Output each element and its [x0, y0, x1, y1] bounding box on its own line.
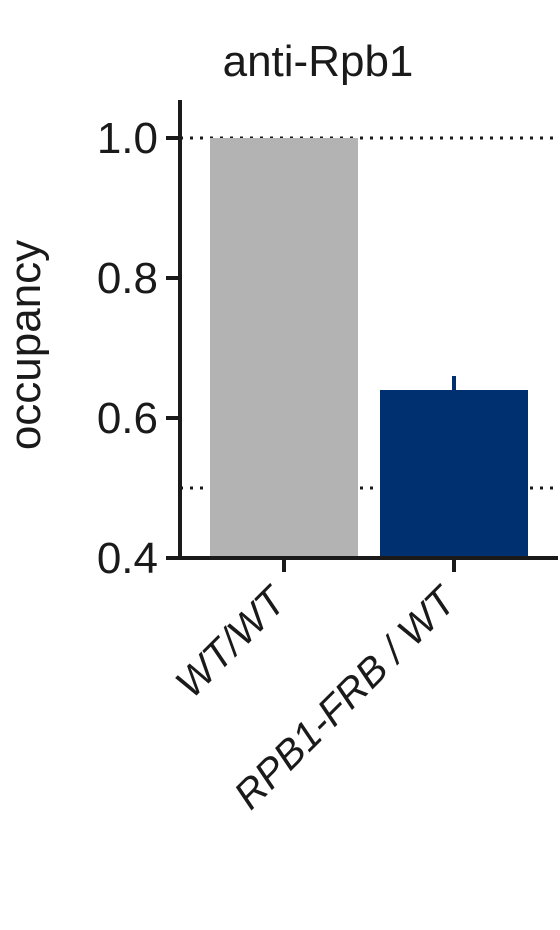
- y-tick-label-2: 0.8: [97, 254, 158, 303]
- y-tick-label-3: 1.0: [97, 114, 158, 163]
- bar-0: [210, 138, 358, 558]
- y-ticks: 0.4 0.6 0.8 1.0: [97, 114, 180, 583]
- bar-1: [380, 390, 528, 558]
- bars: [210, 138, 528, 558]
- x-category-label-0: WT/WT: [167, 577, 296, 706]
- y-axis-label: occupancy: [1, 240, 50, 450]
- chart-title: anti-Rpb1: [223, 37, 414, 86]
- x-ticks: [284, 558, 454, 572]
- y-tick-label-1: 0.6: [97, 394, 158, 443]
- y-tick-label-0: 0.4: [97, 534, 158, 583]
